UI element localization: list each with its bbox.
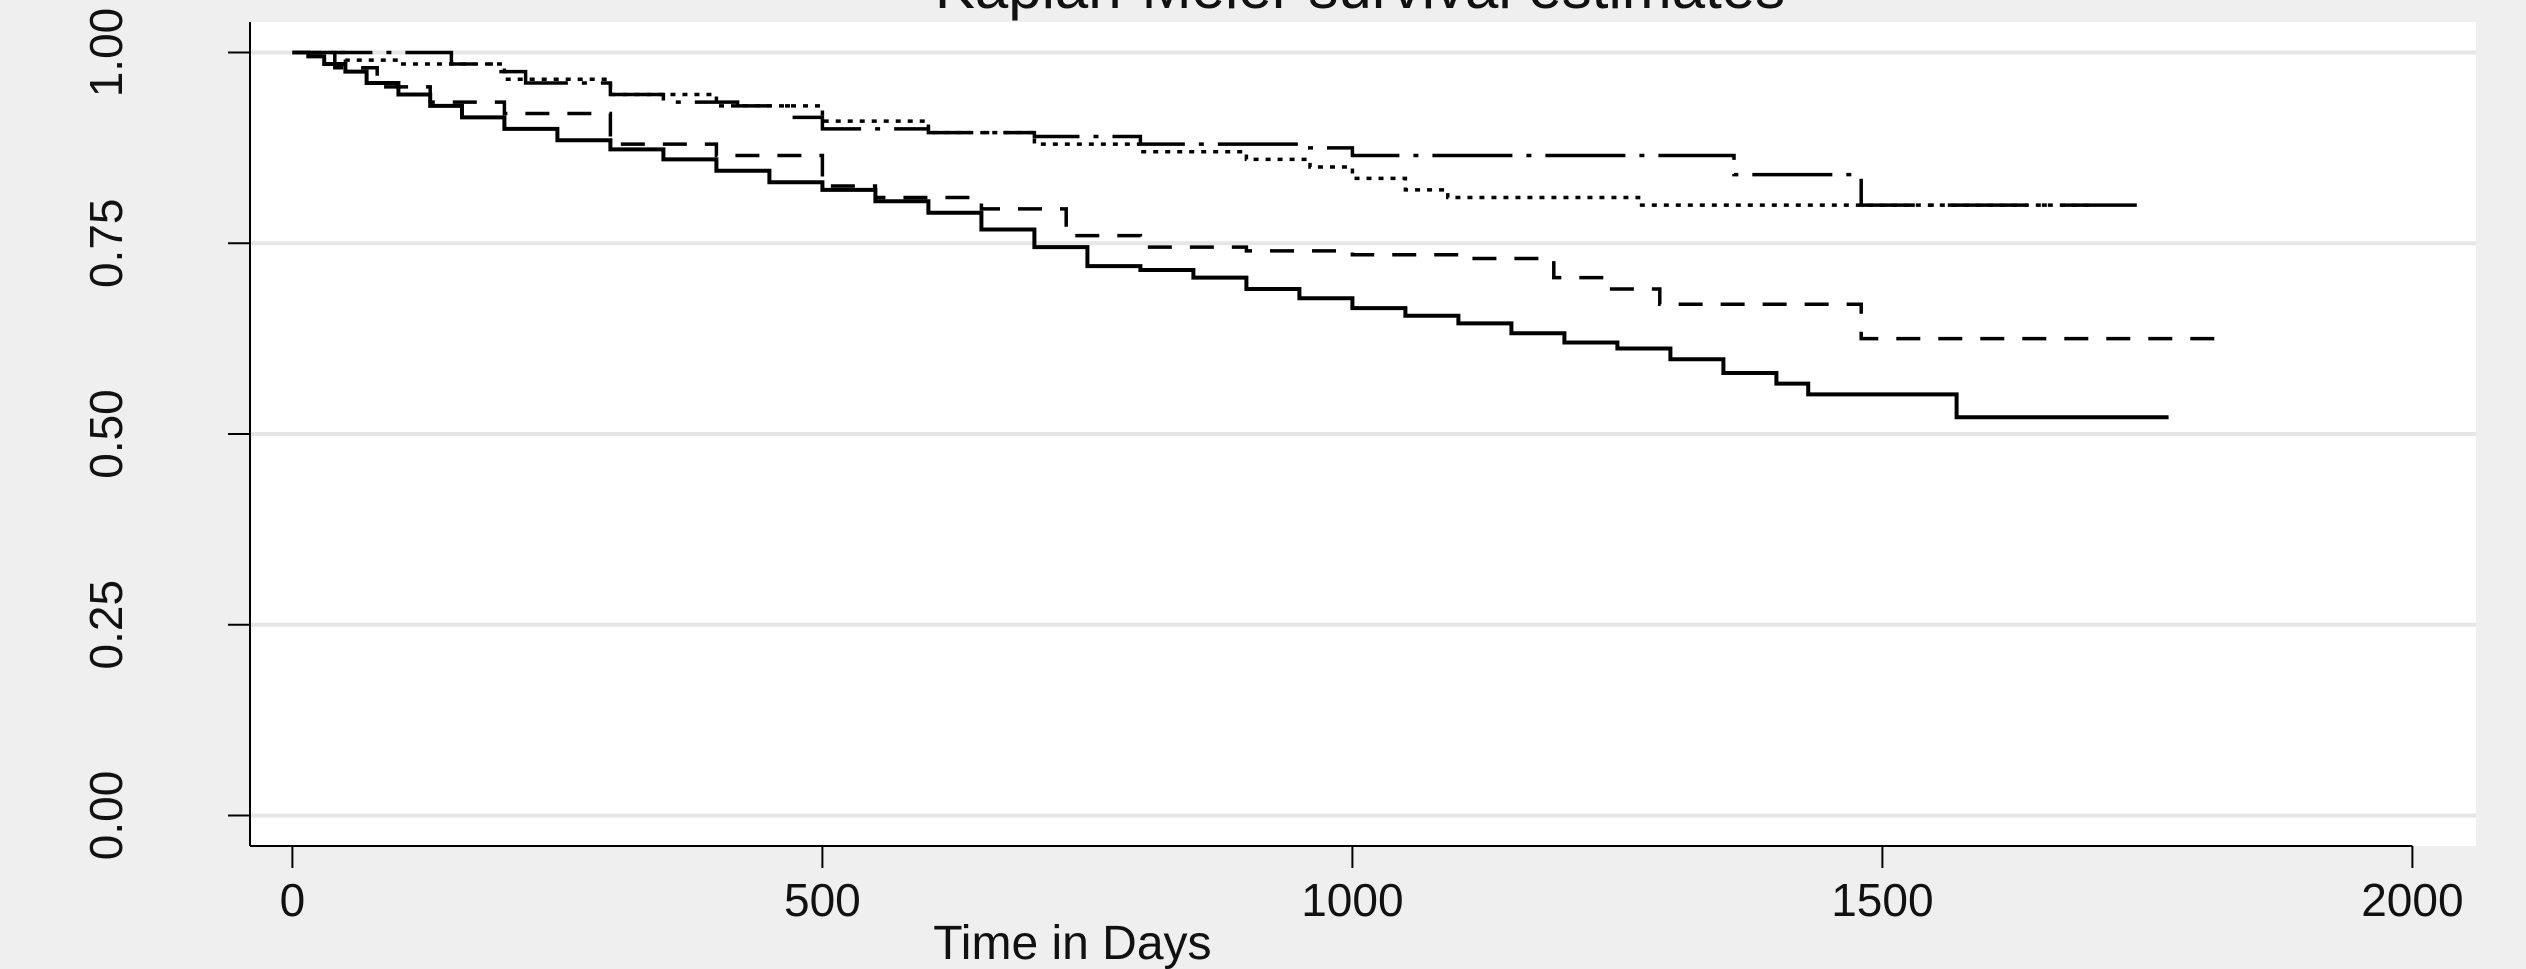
grid-lines [250, 50, 2476, 818]
x-tick-label: 0 [280, 874, 306, 926]
x-tick-label: 1500 [1831, 874, 1933, 926]
x-tick-label: 2000 [2361, 874, 2463, 926]
y-tick-label: 0.50 [80, 389, 132, 479]
x-tick-label: 500 [784, 874, 861, 926]
x-axis-label: Time in Days [933, 917, 1211, 969]
axis-ticks: 0.00 0.25 0.50 0.75 1.00 0 500 1000 1500 2000 [80, 8, 2464, 926]
survival-curve-3 [292, 50, 2095, 207]
y-tick-label: 0.00 [80, 771, 132, 861]
chart-title: Kaplan-Meier survival estimates [935, 0, 1785, 21]
survival-curve-2 [292, 50, 2222, 341]
y-tick-label: 1.00 [80, 8, 132, 98]
survival-curve-4 [292, 50, 2137, 207]
y-tick-label: 0.75 [80, 198, 132, 288]
y-tick-label: 0.25 [80, 580, 132, 670]
survival-curves [292, 50, 2222, 420]
x-tick-label: 1000 [1301, 874, 1403, 926]
